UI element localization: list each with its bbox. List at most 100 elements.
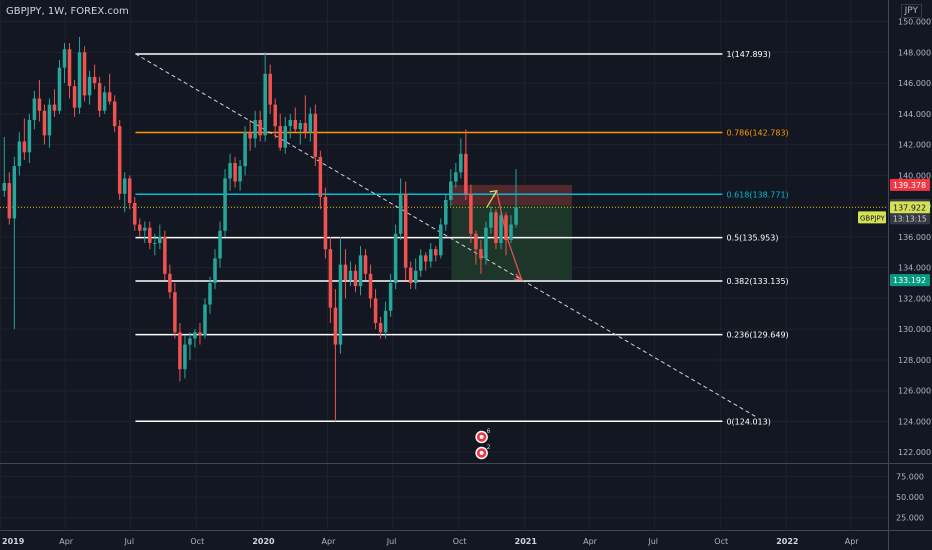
price-tick-label: 148.000 [898,48,931,57]
indicator-tick-label: 25.000 [896,514,924,523]
short-stop-zone[interactable] [451,184,572,206]
price-tick-label: 122.000 [898,448,931,457]
event-count-badge: 2 [487,444,491,451]
candle-body [358,255,363,287]
fib-level-label: 0.382(133.135) [726,277,788,286]
time-tick-label: Oct [453,537,467,546]
fib-level-label: 0.618(138.771) [726,190,788,199]
indicator-axis: 75.000 50.000 25.000 [0,472,924,523]
price-label-bg [890,274,930,287]
candle-body [57,67,62,111]
candle-body [398,193,403,234]
price-tick-label: 142.000 [898,141,931,150]
candle-body [208,283,212,305]
candle-body [484,227,488,259]
price-label-last: 137.922 [890,201,930,214]
candle-body [62,49,67,68]
candle-body [504,215,508,240]
time-tick-label: Jul [386,537,397,546]
candle-body [298,123,303,130]
candle-body [148,227,152,244]
candle-body [158,236,162,244]
fib-retracement[interactable]: 1(147.893) 0.786(142.783) 0.618(138.771) 0.… [135,50,789,426]
price-tick-label: 146.000 [898,79,931,88]
currency-badge[interactable]: JPY [900,4,922,18]
candle-body [153,243,157,245]
candle-body [173,292,177,333]
candle-body [47,104,52,136]
price-label-bg [890,201,930,214]
candle-body [459,153,463,173]
candle-body [127,178,132,204]
price-label-text: 139.378 [893,181,926,190]
candle-body [278,126,282,148]
projection-leg-down[interactable] [496,190,523,281]
trendline[interactable] [135,53,757,418]
candle-body [413,270,418,284]
candle-body [7,183,12,219]
candle-body [348,270,353,280]
candle-body [107,92,112,102]
candle-body [183,344,187,370]
time-tick-label: Apr [583,537,598,546]
candle-body [117,126,122,194]
time-tick-label: 2022 [776,537,798,546]
candle-body [489,212,493,228]
candle-body [163,236,167,274]
candle-body [243,132,247,167]
price-axis[interactable]: 122.000 124.000 126.000 128.000 130.000 132.0… [898,18,931,458]
candle-body [248,132,252,139]
candle-body [238,166,242,182]
candle-body [228,163,232,179]
candle-body [449,181,453,200]
countdown-bg [890,213,930,225]
candle-body [17,141,22,167]
earnings-icon-dot [479,435,484,439]
fib-level-label: 1(147.893) [726,50,770,59]
earnings-icon[interactable]: 6 [475,428,491,444]
candle-body [193,332,197,339]
price-tick-label: 144.000 [898,110,931,119]
candle-body [253,119,257,139]
candle-body [428,249,433,262]
price-tick-label: 140.000 [898,171,931,180]
countdown-text: 13:13:15 [893,214,927,223]
fib-level-label: 0(124.013) [726,417,770,426]
symbol-title[interactable]: GBPJPY, 1W, FOREX.com [6,6,129,17]
time-axis[interactable]: 2019 Apr Jul Oct 2020 Apr Jul Oct 2021 Apr Jul Oct 2… [2,537,859,546]
time-tick-label: Jul [123,537,134,546]
candle-body [273,104,277,127]
price-tick-label: 130.000 [898,325,931,334]
candle-body [87,76,92,96]
candle-body [268,73,272,105]
time-tick-label: 2021 [515,537,538,546]
projection-arrowhead [513,273,524,281]
candle-body [313,113,318,157]
candle-body [52,104,57,111]
candle-body [444,199,448,225]
candle-body [373,298,378,324]
price-tick-label: 124.000 [898,417,931,426]
candle-body [122,178,127,194]
candle-body [338,264,343,345]
candle-body [143,227,147,231]
series-tag-bg [858,211,886,224]
price-tick-label: 136.000 [898,233,931,242]
dividend-icon[interactable]: 2 [475,444,491,460]
candle-body [263,73,267,136]
candle-body [168,273,172,293]
candle-body [434,249,438,256]
time-tick-label: Apr [59,537,74,546]
candle-body [474,233,478,250]
candle-body [423,255,428,262]
candle-body [2,183,7,191]
candle-body [383,310,388,333]
indicator-tick-label: 50.000 [896,493,924,502]
candle-body [318,156,323,197]
candle-body [464,153,468,194]
candle-body [363,255,368,274]
candle-body [418,255,423,271]
candle-body [198,332,202,336]
candle-body [203,304,207,336]
